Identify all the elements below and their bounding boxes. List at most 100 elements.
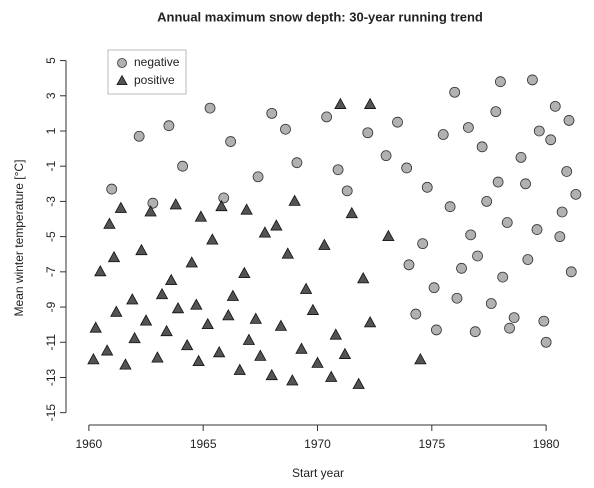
point: [508, 312, 520, 324]
point: [451, 292, 463, 304]
x-tick-label: 1975: [418, 437, 445, 451]
point: [274, 319, 288, 331]
point: [430, 324, 442, 336]
point: [288, 194, 301, 206]
point: [456, 262, 467, 274]
point: [194, 210, 208, 222]
point: [144, 205, 157, 217]
point: [490, 106, 502, 118]
point: [126, 293, 139, 305]
point: [222, 309, 235, 321]
y-tick-label: -13: [44, 368, 58, 386]
point: [133, 130, 145, 142]
point: [169, 198, 182, 210]
x-axis-title: Start year: [292, 466, 344, 480]
point: [89, 321, 102, 333]
y-tick-label: 5: [44, 57, 58, 64]
point: [545, 134, 557, 146]
point: [554, 231, 566, 243]
point: [254, 349, 267, 361]
point: [177, 160, 189, 172]
point: [213, 345, 226, 358]
point: [380, 150, 392, 162]
y-tick-label: -15: [44, 404, 58, 422]
y-tick-label: -1: [44, 161, 58, 172]
point: [352, 377, 365, 389]
point: [135, 243, 148, 256]
point: [249, 312, 262, 324]
point: [185, 256, 198, 268]
y-tick-label: -11: [44, 334, 58, 351]
point: [163, 120, 175, 132]
x-tick-label: 1980: [533, 437, 560, 451]
point: [472, 250, 483, 262]
point: [218, 192, 230, 204]
point: [204, 102, 216, 114]
point: [531, 224, 543, 235]
y-tick-label: -7: [44, 266, 58, 277]
point: [87, 353, 100, 365]
point: [291, 157, 303, 169]
y-tick-label: 1: [44, 127, 58, 134]
point: [563, 115, 575, 126]
point: [265, 368, 278, 381]
point: [164, 273, 178, 286]
point: [139, 314, 153, 326]
point: [266, 107, 278, 119]
point: [192, 354, 205, 367]
point: [444, 201, 456, 213]
point: [110, 305, 123, 317]
point: [114, 201, 128, 213]
point: [206, 233, 219, 245]
point: [286, 374, 299, 386]
point: [258, 226, 272, 238]
point: [449, 86, 461, 98]
point: [119, 358, 132, 370]
legend-box: [107, 49, 187, 95]
point: [226, 289, 240, 301]
point: [325, 370, 338, 382]
point: [334, 97, 347, 109]
point: [538, 315, 550, 327]
point: [103, 217, 116, 229]
point: [401, 162, 413, 174]
point: [549, 100, 561, 112]
point: [495, 76, 506, 88]
point: [570, 188, 582, 200]
point: [225, 136, 237, 147]
y-axis-title: Mean winter temperature [°C]: [12, 160, 26, 317]
point: [561, 166, 573, 177]
point: [160, 324, 173, 337]
x-tick-label: 1965: [190, 437, 217, 451]
point: [492, 176, 504, 188]
point: [242, 333, 256, 345]
point: [504, 322, 515, 334]
point: [107, 250, 121, 263]
point: [190, 298, 203, 310]
legend-label: positive: [134, 73, 175, 87]
x-tick-label: 1960: [76, 437, 103, 451]
x-tick-label: 1970: [304, 437, 331, 451]
point: [414, 353, 427, 365]
y-tick-label: -5: [44, 231, 58, 242]
point: [338, 347, 352, 359]
point: [428, 282, 440, 294]
point: [462, 122, 474, 133]
point: [233, 363, 246, 375]
point: [382, 229, 395, 242]
legend-marker: [116, 74, 128, 85]
point: [556, 206, 568, 218]
point: [306, 303, 320, 315]
point: [363, 316, 377, 328]
point: [155, 287, 169, 300]
point: [362, 127, 374, 139]
point: [151, 351, 164, 363]
point: [295, 342, 308, 354]
point: [100, 344, 114, 356]
point: [281, 247, 294, 259]
point: [522, 254, 534, 265]
point: [252, 171, 264, 183]
point: [520, 178, 531, 190]
